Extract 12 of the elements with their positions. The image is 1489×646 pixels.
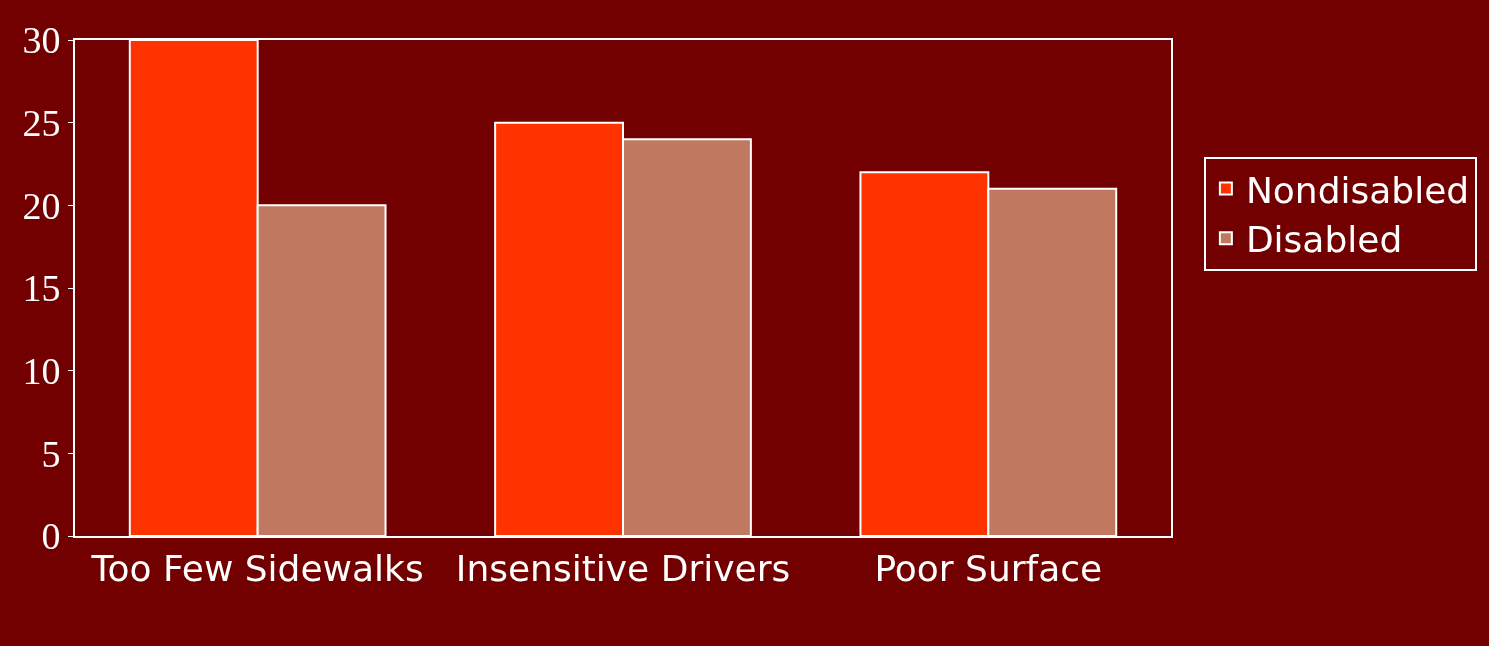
y-tick-label: 20 <box>22 184 61 227</box>
y-tick-label: 30 <box>22 19 61 62</box>
y-tick-label: 25 <box>22 101 61 144</box>
y-tick-label: 15 <box>22 267 61 310</box>
y-tick-label: 5 <box>41 432 61 475</box>
legend-label: Disabled <box>1245 219 1403 261</box>
x-tick-label: Too Few Sidewalks <box>90 548 424 590</box>
y-tick-label: 10 <box>22 349 61 392</box>
x-tick-label: Poor Surface <box>874 548 1103 590</box>
x-tick-label: Insensitive Drivers <box>455 548 791 590</box>
legend-label: Nondisabled <box>1245 169 1470 211</box>
y-tick-label: 0 <box>41 515 61 558</box>
